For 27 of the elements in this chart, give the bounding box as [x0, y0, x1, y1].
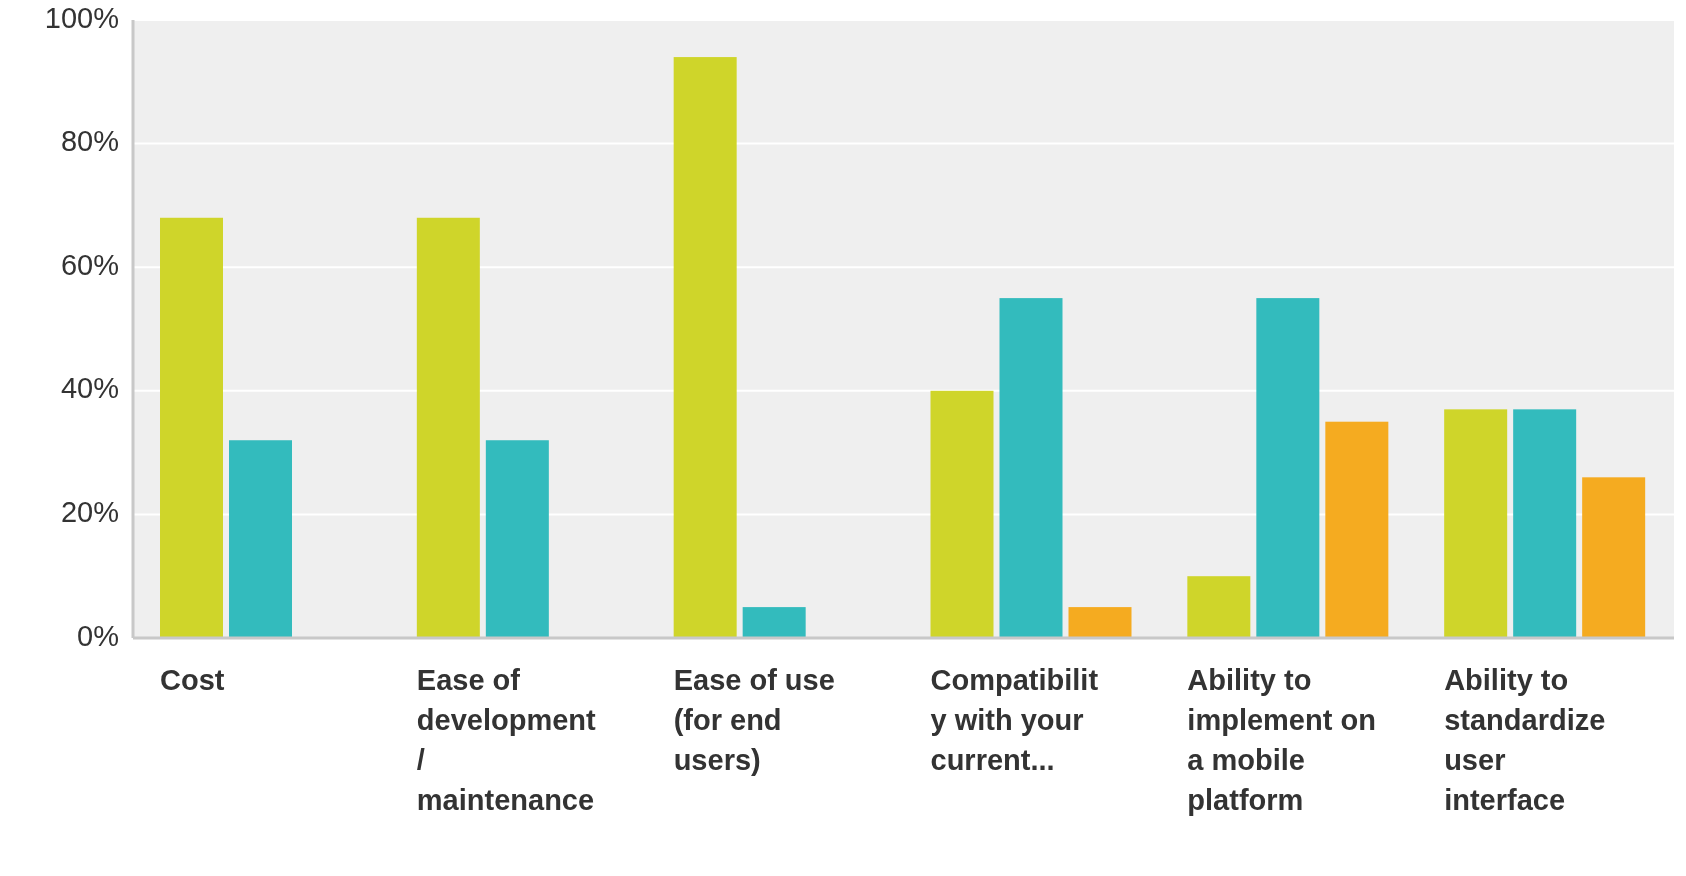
y-tick-label: 0% [77, 619, 119, 652]
y-tick-label: 40% [60, 372, 119, 405]
y-tick-label: 80% [60, 125, 119, 158]
x-tick-label: Ease of use (for end users) [673, 664, 835, 776]
bar [930, 390, 994, 638]
bar [742, 607, 806, 638]
bar [1444, 409, 1508, 638]
y-tick-label: 60% [60, 248, 119, 281]
bar [485, 440, 549, 638]
bar [1513, 409, 1577, 638]
bar [1325, 421, 1389, 638]
bar [1187, 576, 1251, 638]
x-tick-label: Cost [160, 664, 225, 696]
bar [1582, 477, 1646, 638]
x-tick-label: Ability to standardize user interface [1444, 664, 1606, 816]
x-tick-label: Ability to implement on a mobile platform [1187, 664, 1376, 816]
bar [999, 298, 1063, 638]
bar [416, 217, 480, 638]
bar [1256, 298, 1320, 638]
y-tick-label: 100% [44, 1, 119, 34]
bar [229, 440, 292, 638]
x-tick-label: Ease of development / maintenance [416, 664, 597, 816]
y-tick-label: 20% [60, 496, 119, 529]
bar [1068, 607, 1132, 638]
bar [673, 57, 737, 638]
x-tick-label: Compatibility with your current... [930, 664, 1099, 776]
bar [160, 217, 223, 638]
